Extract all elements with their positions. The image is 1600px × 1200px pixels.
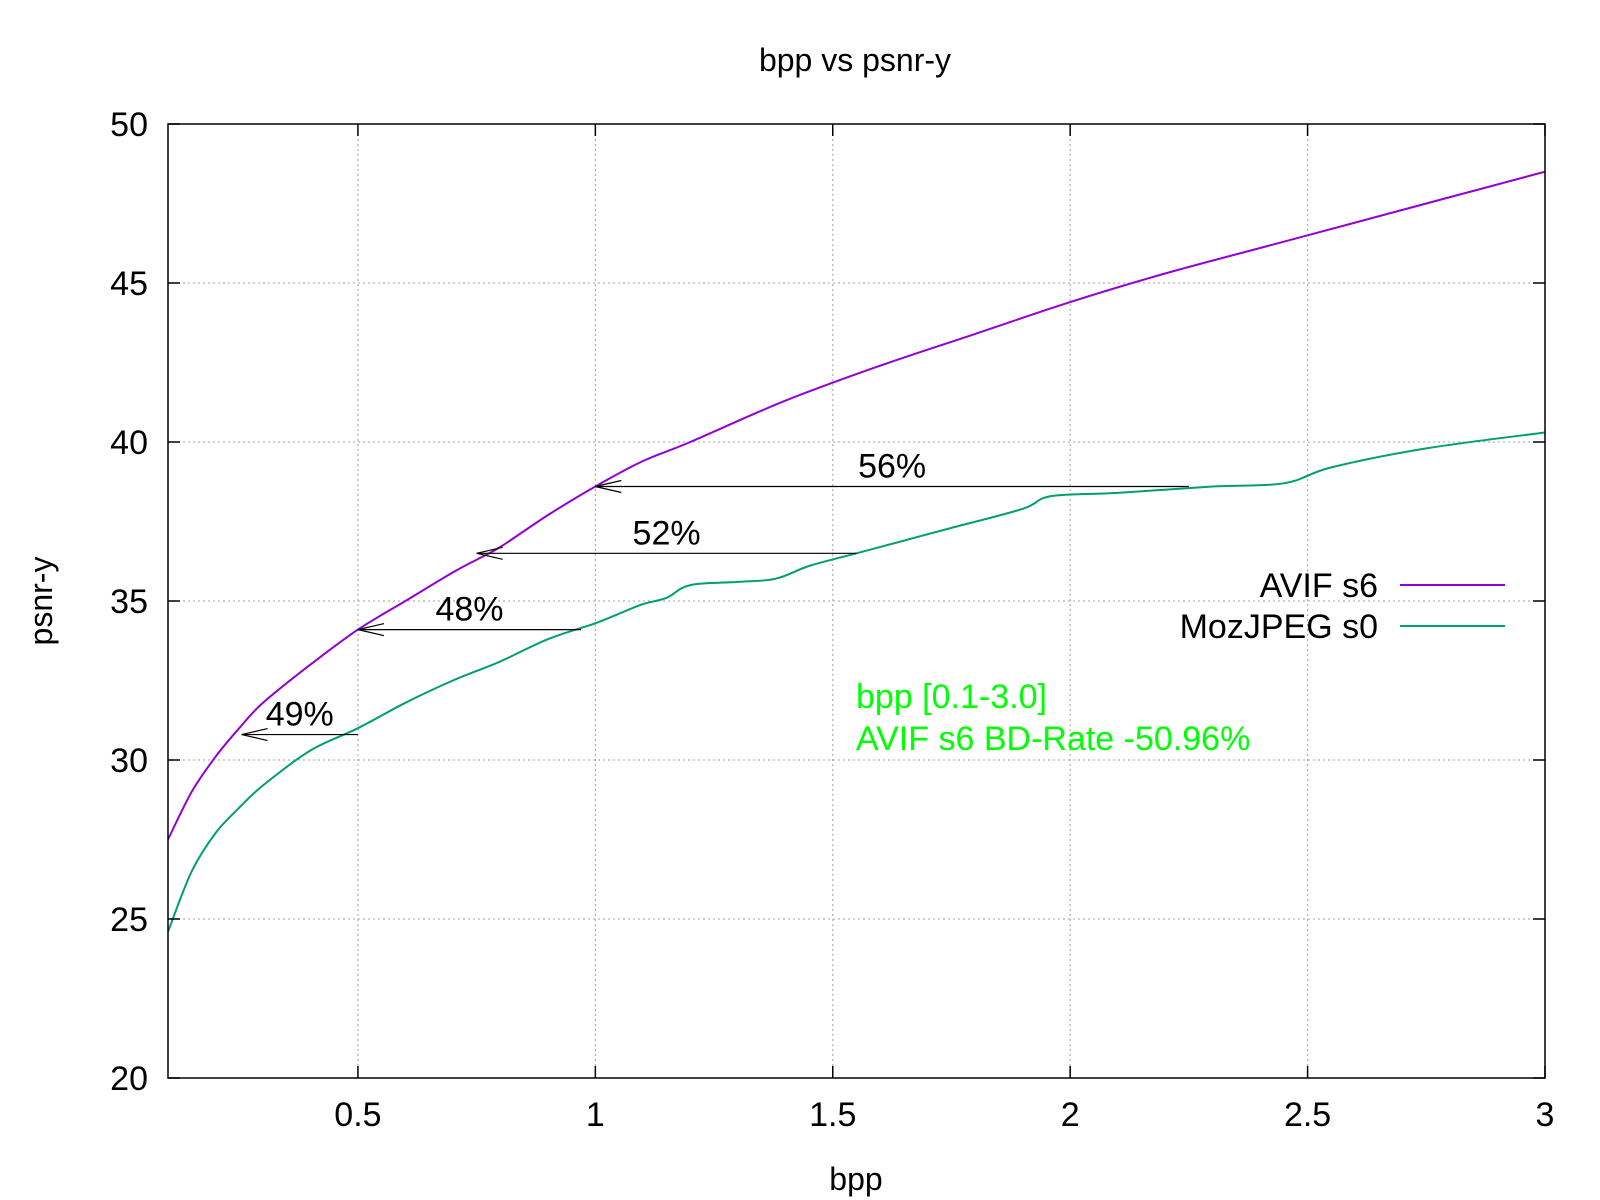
annotation-arrowhead [357, 623, 385, 637]
legend-label: AVIF s6 [1260, 567, 1378, 605]
y-tick-label: 50 [110, 106, 148, 144]
bd-rate-range-label: bpp [0.1-3.0] [856, 678, 1047, 716]
x-tick-label: 1.5 [809, 1096, 856, 1134]
annotation-arrowhead [241, 727, 268, 742]
series-line-avif-s6 [167, 170, 1546, 840]
series-layer [167, 170, 1546, 933]
ticks: 20 25 30 35 40 45 50 0.5 1 1.5 2 2.5 3 [110, 106, 1554, 1134]
y-tick-label: 35 [110, 583, 148, 621]
chart-title: bpp vs psnr-y [759, 42, 951, 78]
x-tick-label: 0.5 [334, 1096, 381, 1134]
annotation-label: 49% [266, 696, 334, 734]
x-tick-label: 2.5 [1284, 1096, 1331, 1134]
x-tick-label: 3 [1536, 1096, 1555, 1134]
annotation-arrowhead [595, 479, 622, 494]
bd-rate-value-label: AVIF s6 BD-Rate -50.96% [856, 720, 1250, 758]
series-line-mozjpeg-s0 [167, 431, 1546, 933]
annotation-label: 56% [858, 448, 926, 486]
grid [168, 124, 1545, 1078]
x-tick-label: 2 [1061, 1096, 1080, 1134]
y-tick-label: 40 [110, 424, 148, 462]
annotation-arrowhead [476, 546, 503, 560]
legend-label: MozJPEG s0 [1180, 608, 1378, 646]
y-tick-label: 20 [110, 1060, 148, 1098]
y-tick-label: 25 [110, 901, 148, 939]
y-axis-label: psnr-y [23, 557, 59, 646]
y-tick-label: 30 [110, 742, 148, 780]
y-tick-label: 45 [110, 265, 148, 303]
x-axis-label: bpp [829, 1161, 882, 1197]
annotation-label: 48% [435, 591, 503, 629]
x-tick-label: 1 [586, 1096, 605, 1134]
annotation-layer: 49% 48% 52% 56% [241, 448, 1189, 742]
annotation-label: 52% [633, 514, 701, 552]
